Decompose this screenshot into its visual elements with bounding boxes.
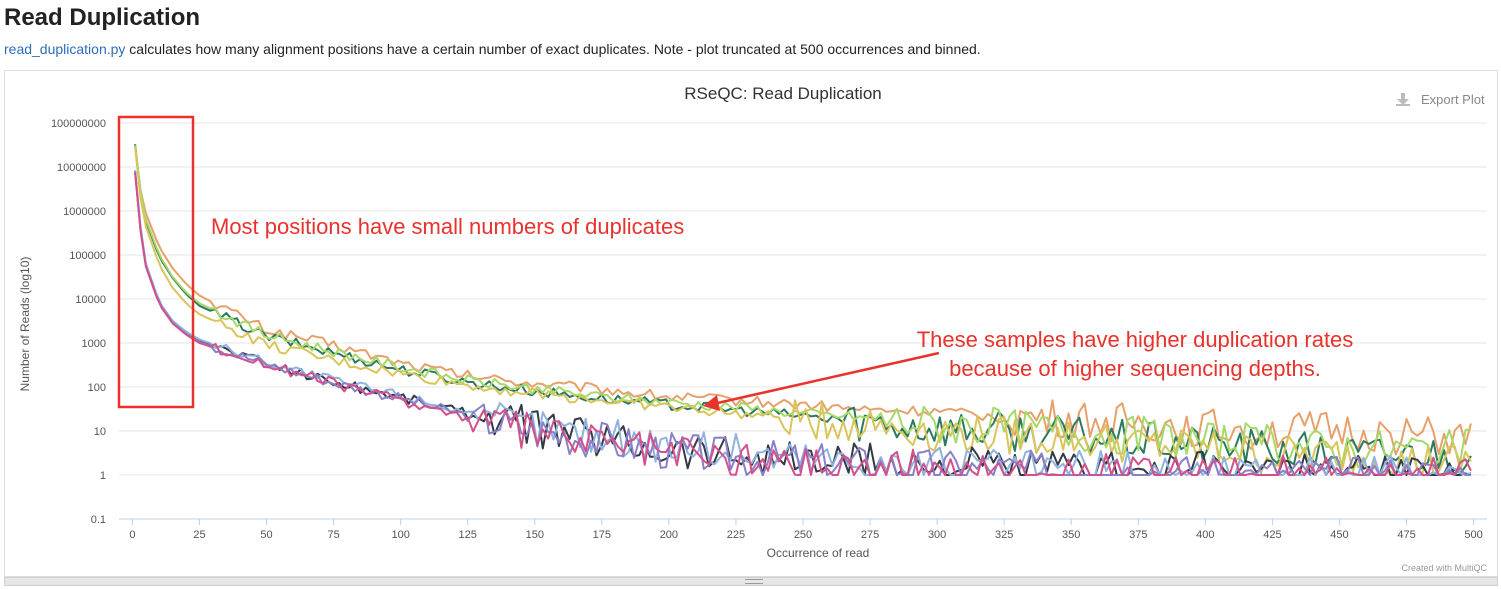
- export-plot-label[interactable]: Export Plot: [1421, 92, 1485, 107]
- series-line-1: [134, 145, 1472, 456]
- x-tick-label: 450: [1330, 529, 1348, 541]
- grid: [119, 122, 1487, 520]
- read-duplication-chart: 0.11101001000100001000001000000100000001…: [18, 84, 1487, 573]
- plot-container: 0.1 1 10 100 1000 10000 100000 1000000 10000000 1…: [4, 70, 1498, 577]
- series-line-6: [134, 170, 1472, 476]
- y-tick-label: 10000: [75, 294, 106, 306]
- x-tick-label: 100: [391, 529, 409, 541]
- y-tick-label: 1000: [82, 338, 106, 350]
- resize-grip-icon: [745, 579, 763, 584]
- description: read_duplication.py calculates how many …: [4, 41, 981, 57]
- x-tick-label: 200: [660, 529, 678, 541]
- y-tick-label: 100: [88, 382, 106, 394]
- annotation-arrow-line: [712, 351, 940, 406]
- x-tick-label: 375: [1129, 529, 1147, 541]
- y-tick-label: 10000000: [57, 162, 106, 174]
- x-tick-label: 0: [129, 529, 135, 541]
- y-tick-label: 100000: [69, 250, 106, 262]
- export-plot-button[interactable]: Export Plot: [1396, 92, 1485, 107]
- y-axis-ticks: 0.1 1 10 100 1000 10000 100000 1000000 10000000 1…: [51, 118, 106, 526]
- annotation-highlight-box: [117, 115, 195, 409]
- y-tick-label: 10: [94, 426, 106, 438]
- x-tick-label: 125: [459, 529, 477, 541]
- series-line-3: [134, 145, 1471, 469]
- y-axis-label: Number of Reads (log10): [18, 257, 32, 392]
- y-tick-label: 100000000: [51, 118, 106, 130]
- annotation-arrow-text-line1: These samples have higher duplication ra…: [917, 327, 1354, 352]
- series-line-4: [134, 147, 1472, 476]
- chart-title: RSeQC: Read Duplication: [684, 84, 881, 103]
- series-lines: [134, 144, 1472, 476]
- x-tick-label: 75: [327, 529, 339, 541]
- y-tick-label: 1: [100, 470, 106, 482]
- x-tick-label: 500: [1464, 529, 1482, 541]
- series-line-2: [134, 144, 1472, 475]
- read-duplication-script-link[interactable]: read_duplication.py: [4, 41, 126, 57]
- x-axis-ticks: 0 25 50 75 100 125 150 175 200 225 250 275 300 325 350…: [129, 519, 1483, 541]
- x-tick-label: 175: [593, 529, 611, 541]
- y-tick-label: 0.1: [91, 514, 106, 526]
- multiqc-credit: Created with MultiQC: [1401, 563, 1487, 573]
- x-tick-label: 475: [1397, 529, 1415, 541]
- x-tick-label: 400: [1196, 529, 1214, 541]
- x-tick-label: 275: [861, 529, 879, 541]
- download-icon: [1396, 93, 1410, 106]
- series-line-8: [134, 172, 1472, 476]
- annotation-box-text: Most positions have small numbers of dup…: [211, 214, 684, 239]
- x-tick-label: 350: [1062, 529, 1080, 541]
- x-tick-label: 225: [727, 529, 745, 541]
- x-axis-label: Occurrence of read: [767, 546, 870, 560]
- x-tick-label: 50: [260, 529, 272, 541]
- x-tick-label: 300: [928, 529, 946, 541]
- x-tick-label: 325: [995, 529, 1013, 541]
- x-tick-label: 25: [193, 529, 205, 541]
- annotation-arrow-text-line2: because of higher sequencing depths.: [949, 356, 1321, 381]
- y-tick-label: 1000000: [63, 206, 106, 218]
- x-tick-label: 150: [526, 529, 544, 541]
- x-tick-label: 250: [794, 529, 812, 541]
- x-tick-label: 425: [1263, 529, 1281, 541]
- page-title: Read Duplication: [4, 4, 201, 31]
- annotation-arrow-head: [703, 395, 720, 411]
- annotation-layer: Most positions have small numbers of dup…: [117, 115, 1354, 411]
- plot-resize-handle[interactable]: [4, 577, 1498, 586]
- description-text: calculates how many alignment positions …: [125, 41, 981, 57]
